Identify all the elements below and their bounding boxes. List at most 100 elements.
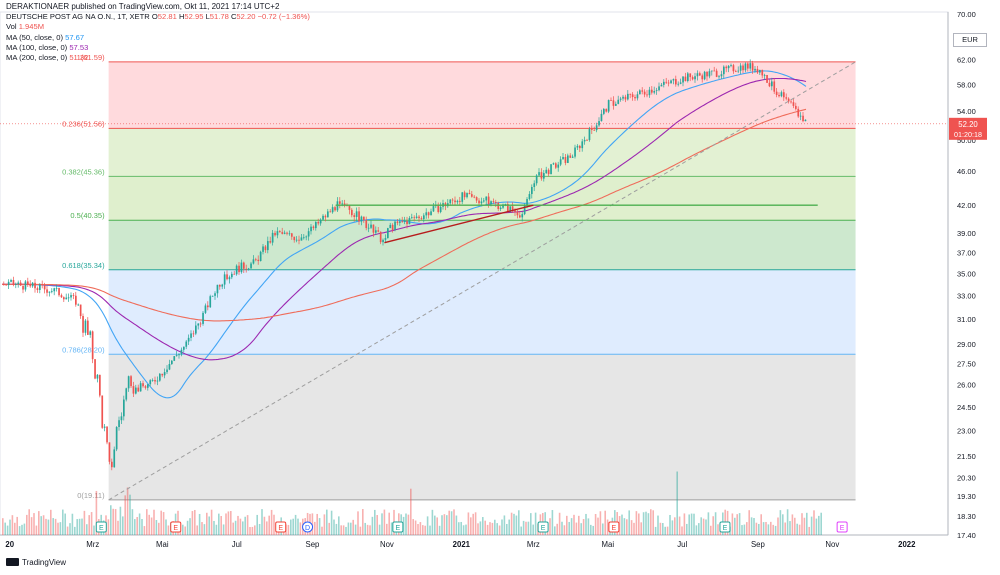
volume-bar <box>474 512 477 535</box>
volume-bar <box>158 522 160 535</box>
candle-body <box>154 380 156 382</box>
time-tick-label: 20 <box>5 540 14 549</box>
volume-bar <box>671 520 674 535</box>
volume-bar <box>230 511 232 535</box>
legend-ma50-label: MA (50, close, 0) <box>6 32 63 42</box>
volume-bar <box>198 513 201 535</box>
candle-body <box>115 427 118 450</box>
volume-bar <box>717 524 719 535</box>
earnings-marker[interactable]: E <box>836 521 848 533</box>
candle-body <box>108 442 111 462</box>
candle-body <box>281 232 284 234</box>
volume-bar <box>23 523 26 535</box>
volume-bar <box>321 526 323 535</box>
volume-bar <box>503 515 506 535</box>
volume-bar <box>210 509 213 535</box>
candle-body <box>123 399 125 417</box>
volume-bar <box>314 521 316 535</box>
marker-label: E <box>541 525 546 532</box>
fib-zone-0.382 <box>108 176 856 221</box>
candle-body <box>77 304 80 306</box>
volume-bar <box>630 520 633 535</box>
volume-bar <box>786 509 789 535</box>
earnings-marker[interactable]: E <box>392 521 404 533</box>
dashed-trendline <box>108 61 856 501</box>
candle-body <box>231 273 233 278</box>
volume-bar <box>417 524 419 535</box>
volume-bar <box>770 521 772 535</box>
volume-bar <box>426 516 429 535</box>
price-tick-label: 42.00 <box>957 201 976 210</box>
volume-bar <box>566 515 568 535</box>
volume-bar <box>573 514 575 535</box>
volume-bar <box>513 513 515 535</box>
volume-bar <box>791 514 794 535</box>
earnings-marker[interactable]: E <box>275 521 287 533</box>
earnings-marker[interactable]: E <box>95 521 107 533</box>
candle-body <box>706 71 708 77</box>
volume-bar <box>494 519 496 535</box>
candle-body <box>60 295 63 298</box>
volume-bar <box>746 522 748 535</box>
earnings-marker[interactable]: E <box>719 521 731 533</box>
volume-bar <box>736 514 738 535</box>
candle-body <box>259 251 262 262</box>
candle-body <box>687 73 689 82</box>
volume-bar <box>410 488 412 535</box>
volume-bar <box>453 509 455 535</box>
volume-bar <box>477 523 479 535</box>
candle-body <box>214 293 216 296</box>
legend-ma200-row[interactable]: MA (200, close, 0) 51.32 <box>6 53 310 63</box>
candle-body <box>151 380 154 381</box>
legend-ohlc-o-label: O <box>151 12 158 21</box>
volume-bar <box>578 515 580 535</box>
candle-body <box>75 295 77 305</box>
volume-bar <box>705 519 707 535</box>
volume-bar <box>647 513 650 535</box>
marker-label: E <box>612 525 617 532</box>
volume-bar <box>604 510 606 535</box>
candle-body <box>535 175 538 184</box>
candle-body <box>667 82 670 84</box>
volume-bar <box>486 524 489 535</box>
dividend-marker[interactable]: D <box>302 521 314 533</box>
volume-bar <box>678 516 681 535</box>
legend-volume-row[interactable]: Vol 1.945M <box>6 22 310 32</box>
currency-label[interactable]: EUR <box>953 33 987 47</box>
volume-bar <box>482 517 484 535</box>
legend-ma100-row[interactable]: MA (100, close, 0) 57.53 <box>6 43 310 53</box>
volume-bar <box>633 522 635 535</box>
candle-body <box>739 65 742 71</box>
chart-header: DERAKTIONAER published on TradingView.co… <box>0 0 1000 11</box>
price-tick-label: 20.30 <box>957 473 976 482</box>
candle-body <box>113 449 116 468</box>
candle-body <box>684 76 687 82</box>
candle-body <box>286 232 288 234</box>
volume-bar <box>450 511 453 535</box>
volume-bar <box>472 513 474 535</box>
volume-bar <box>237 515 239 535</box>
candle-body <box>139 383 142 392</box>
candle-body <box>22 285 24 290</box>
legend-ma50-row[interactable]: MA (50, close, 0) 57.67 <box>6 33 310 43</box>
candle-body <box>312 226 315 229</box>
candle-body <box>31 282 34 287</box>
candles <box>3 59 807 471</box>
volume-bar <box>669 514 671 535</box>
candle-body <box>221 284 224 287</box>
volume-bar <box>383 509 386 535</box>
volume-bar <box>38 511 40 535</box>
volume-bar <box>710 525 712 535</box>
volume-bar <box>813 510 815 535</box>
earnings-marker[interactable]: E <box>608 521 620 533</box>
volume-bar <box>326 509 328 535</box>
candle-body <box>607 100 610 112</box>
earnings-marker[interactable]: E <box>537 521 549 533</box>
candle-body <box>343 203 346 206</box>
candle-body <box>545 169 548 174</box>
volume-bar <box>378 524 381 535</box>
candle-body <box>454 200 456 203</box>
earnings-marker[interactable]: E <box>170 521 182 533</box>
